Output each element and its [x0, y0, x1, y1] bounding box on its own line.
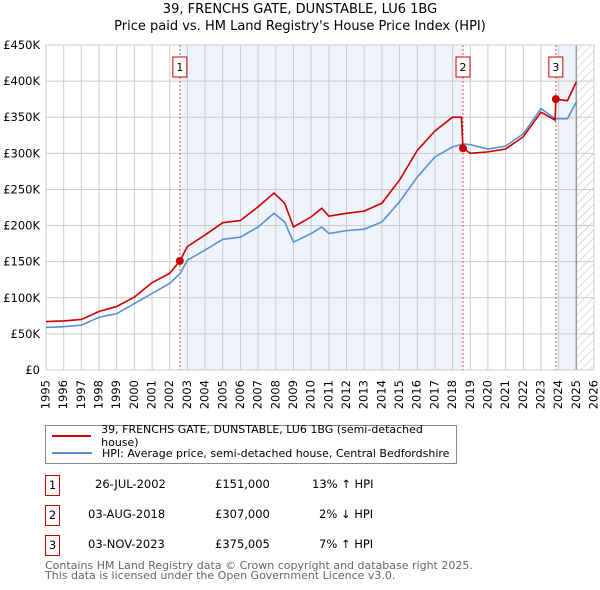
x-tick-label: 2024 — [551, 380, 565, 409]
x-tick-label: 2016 — [410, 380, 424, 409]
shaded-period — [555, 45, 577, 370]
y-tick-label: £100K — [3, 291, 40, 305]
chart-subtitle: Price paid vs. HM Land Registry's House … — [114, 19, 486, 34]
y-tick-label: £50K — [11, 327, 41, 341]
x-tick-label: 1996 — [56, 380, 70, 409]
sale-date: 03-AUG-2018 — [88, 507, 166, 521]
x-tick-label: 2025 — [569, 380, 583, 409]
legend-swatch — [52, 435, 92, 437]
y-tick-label: £400K — [3, 74, 40, 88]
sale-point — [551, 95, 560, 104]
marker-number: 2 — [45, 505, 60, 526]
x-tick-label: 2004 — [198, 380, 212, 409]
y-tick-label: £200K — [3, 219, 40, 233]
plot-frame — [45, 44, 595, 371]
marker-number: 1 — [45, 475, 60, 496]
table-row: 1 26-JUL-2002 £151,000 13% ↑ HPI — [45, 475, 465, 497]
sale-price: £375,005 — [215, 537, 270, 551]
x-tick-label: 2023 — [533, 380, 547, 409]
sale-marker-label: 1 — [176, 61, 183, 74]
y-tick-label: £300K — [3, 146, 40, 160]
legend: 39, FRENCHS GATE, DUNSTABLE, LU6 1BG (se… — [45, 423, 457, 464]
legend-swatch — [52, 452, 92, 454]
x-tick-label: 2026 — [587, 380, 600, 409]
x-tick-label: 2022 — [516, 380, 530, 409]
x-tick-label: 2014 — [374, 380, 388, 409]
x-tick-label: 2001 — [145, 380, 159, 409]
sale-marker-label: 3 — [552, 61, 559, 74]
marker-number: 3 — [45, 535, 60, 556]
legend-item-property: 39, FRENCHS GATE, DUNSTABLE, LU6 1BG (se… — [52, 423, 456, 449]
copyright-text: Contains HM Land Registry data © Crown c… — [45, 559, 473, 572]
x-tick-label: 2018 — [445, 380, 459, 409]
sale-date: 03-NOV-2023 — [88, 537, 165, 551]
x-tick-label: 2007 — [251, 380, 265, 409]
sale-marker-box — [548, 56, 564, 78]
x-tick-label: 2003 — [180, 380, 194, 409]
legend-item-hpi: HPI: Average price, semi-detached house,… — [52, 445, 449, 461]
sale-marker-box — [455, 56, 471, 78]
licence-text: This data is licensed under the Open Gov… — [45, 569, 396, 582]
x-tick-label: 2011 — [321, 380, 335, 409]
x-tick-label: 1999 — [109, 380, 123, 409]
forecast-hatch — [576, 45, 594, 370]
sale-price: £307,000 — [215, 507, 270, 521]
series-line — [45, 101, 578, 329]
x-tick-label: 2005 — [215, 380, 229, 409]
y-tick-label: £450K — [3, 38, 40, 52]
hpi-diff: 2% ↓ HPI — [319, 507, 374, 521]
sale-date: 26-JUL-2002 — [95, 477, 166, 491]
x-tick-label: 2009 — [286, 380, 300, 409]
table-row: 2 03-AUG-2018 £307,000 2% ↓ HPI — [45, 505, 465, 527]
price-chart: 1995 1996 1997 1998 1999 2000 2001 2002 2003 2004… — [3, 38, 600, 409]
x-tick-label: 2008 — [268, 380, 282, 409]
legend-label: 39, FRENCHS GATE, DUNSTABLE, LU6 1BG (se… — [101, 423, 423, 449]
x-tick-label: 1998 — [92, 380, 106, 409]
x-tick-label: 2019 — [463, 380, 477, 409]
series-line — [45, 81, 578, 323]
sale-point — [459, 144, 468, 153]
x-tick-label: 2012 — [339, 380, 353, 409]
hpi-diff: 13% ↑ HPI — [312, 477, 374, 491]
sale-price: £151,000 — [215, 477, 270, 491]
x-tick-label: 2013 — [357, 380, 371, 409]
x-tick-label: 2002 — [162, 380, 176, 409]
table-row: 3 03-NOV-2023 £375,005 7% ↑ HPI — [45, 535, 465, 557]
x-tick-label: 1995 — [39, 380, 53, 409]
footer: Contains HM Land Registry data © Crown c… — [45, 559, 473, 582]
x-tick-label: 2006 — [233, 380, 247, 409]
sale-marker-box — [172, 56, 188, 78]
y-tick-label: £350K — [3, 110, 40, 124]
chart-title: 39, FRENCHS GATE, DUNSTABLE, LU6 1BG — [162, 2, 438, 17]
y-tick-label: £150K — [3, 255, 40, 269]
x-tick-label: 1997 — [74, 380, 88, 409]
x-tick-label: 2020 — [480, 380, 494, 409]
hpi-diff: 7% ↑ HPI — [319, 537, 374, 551]
x-tick-label: 2000 — [127, 380, 141, 409]
sale-marker-label: 2 — [460, 61, 467, 74]
sale-point — [175, 256, 184, 265]
x-tick-label: 2015 — [392, 380, 406, 409]
legend-label: HPI: Average price, semi-detached house,… — [102, 446, 450, 460]
x-tick-label: 2017 — [427, 380, 441, 409]
y-tick-label: £0 — [25, 363, 40, 377]
y-tick-label: £250K — [3, 182, 40, 196]
x-tick-label: 2010 — [304, 380, 318, 409]
x-tick-label: 2021 — [498, 380, 512, 409]
